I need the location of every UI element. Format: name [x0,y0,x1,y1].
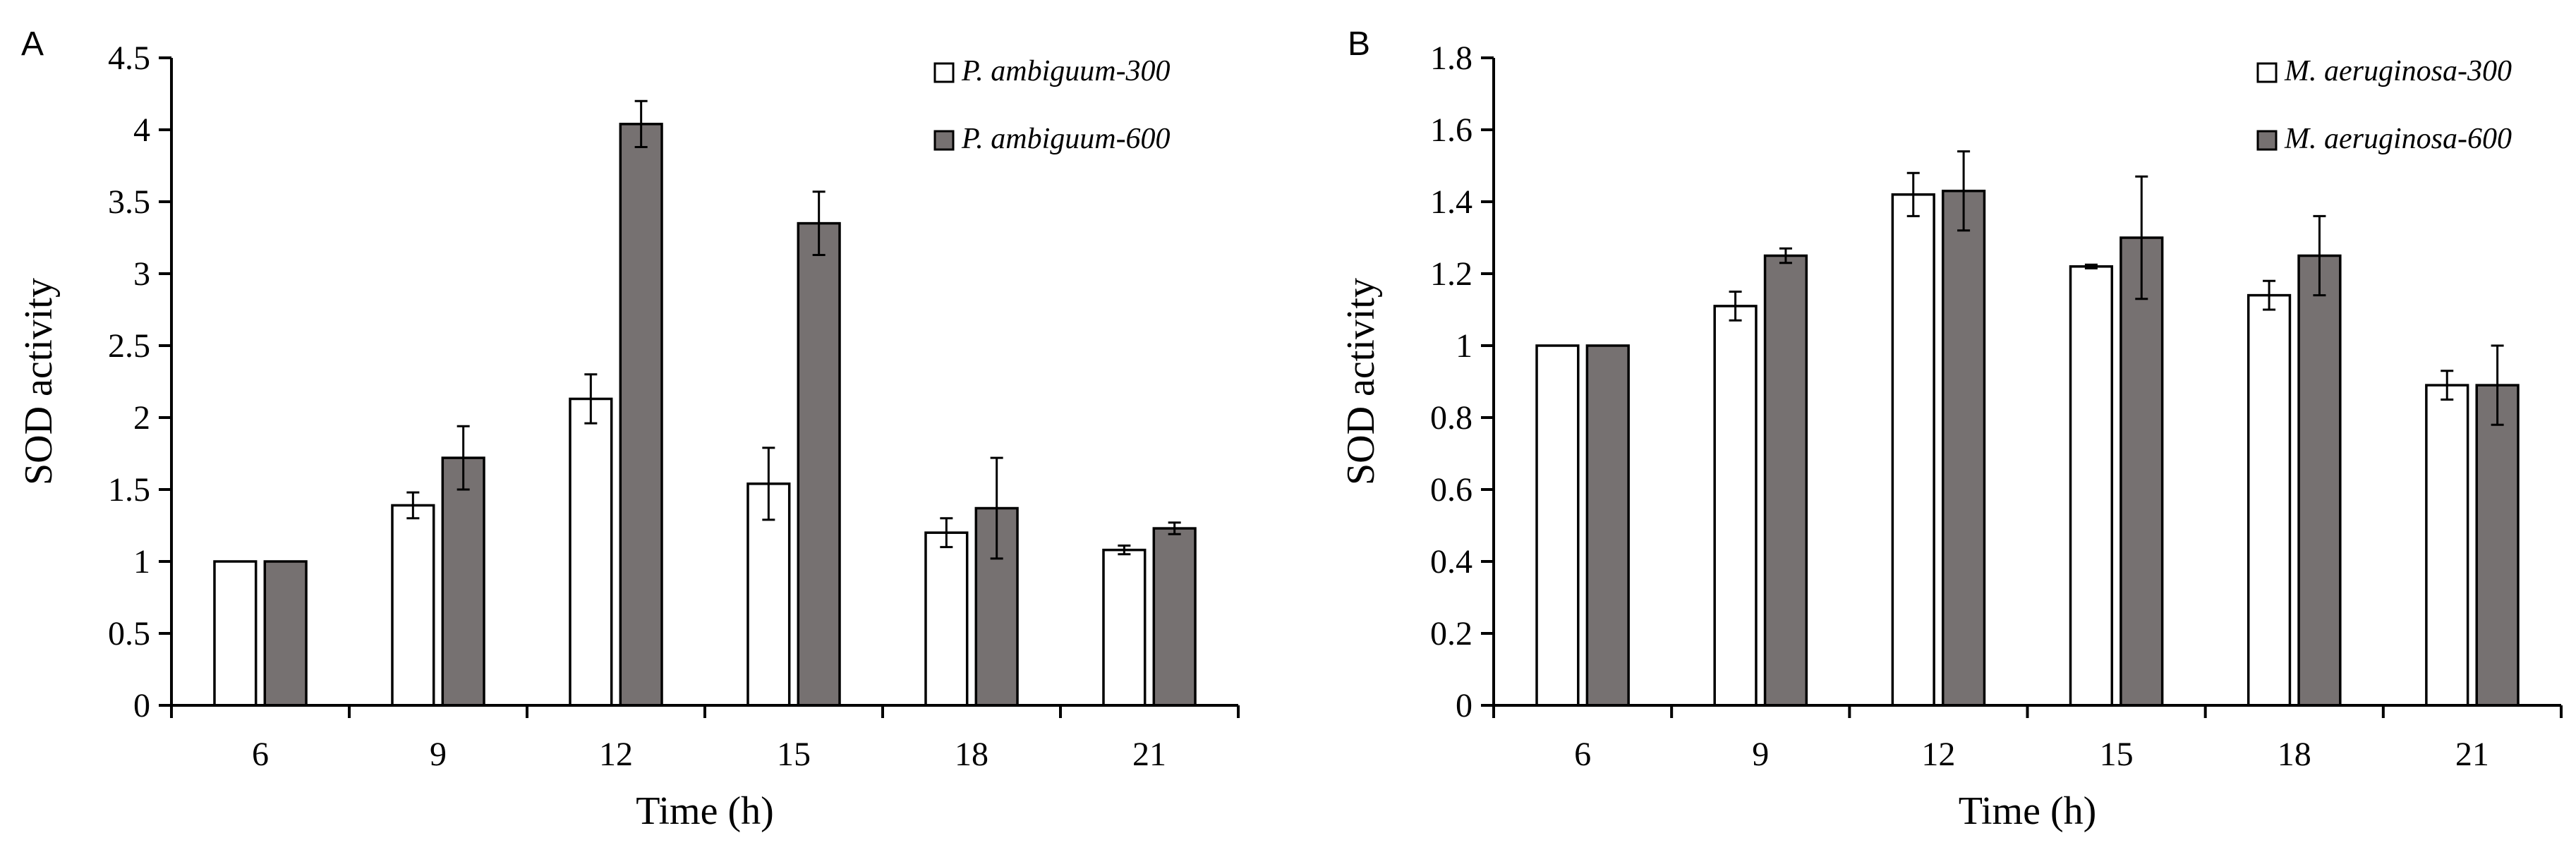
bar-high-21 [1152,527,1197,707]
x-tick-label: 18 [955,736,988,773]
legend-label: P. ambiguum-600 [961,123,1171,155]
x-tick-label: 6 [252,736,269,773]
legend-swatch [2256,62,2278,83]
bar-low-9 [391,504,435,707]
y-tick-label: 0.6 [1430,471,1473,509]
y-tick-label: 1.4 [1430,183,1473,221]
bar-low-6 [213,560,258,707]
x-tick-label: 21 [1132,736,1166,773]
bar-high-12 [1941,189,1986,707]
x-tick-label: 6 [1574,736,1591,773]
x-axis-title: Time (h) [1959,789,2097,833]
y-axis-title: SOD activity [1339,278,1383,485]
y-tick-label: 0.4 [1430,543,1473,580]
y-tick-label: 0.8 [1430,399,1473,437]
y-tick-label: 0 [1456,687,1473,724]
bar-low-9 [1713,305,1758,707]
legend-label: M. aeruginosa-300 [2284,55,2512,87]
y-tick-label: 4 [133,111,150,149]
bar-high-18 [2297,254,2342,707]
y-tick-label: 1.8 [1430,39,1473,77]
bar-low-21 [2425,384,2469,707]
y-tick-label: 3 [133,255,150,293]
x-tick-label: 9 [430,736,447,773]
bar-low-12 [1891,193,1935,707]
bar-low-18 [924,531,969,707]
x-tick-label: 15 [2100,736,2134,773]
x-tick-label: 21 [2455,736,2489,773]
x-tick-label: 12 [1921,736,1955,773]
bar-low-15 [2069,265,2114,707]
legend-swatch [933,130,955,151]
legend-label: M. aeruginosa-600 [2284,123,2512,155]
bar-high-12 [619,123,663,707]
y-tick-label: 1 [1456,327,1473,365]
chart-panel-A: A 0 0.5 1 1.5 2 2.5 3 3.5 4 4.5 6 9 12 15 18 21 Time (h) S… [17,25,1240,833]
y-tick-label: 3.5 [108,183,150,221]
x-axis-title: Time (h) [636,789,774,833]
y-tick-label: 0 [133,687,150,724]
panel-label: B [1348,25,1370,63]
x-tick-label: 9 [1752,736,1769,773]
y-tick-label: 1.5 [108,471,150,509]
chart-panel-B: B 0 0.2 0.4 0.6 0.8 1 1.2 1.4 1.6 1.8 6 9 12 15 18 21 Tim… [1339,25,2563,833]
bar-low-6 [1535,344,1580,707]
bar-low-18 [2247,293,2292,707]
y-tick-label: 4.5 [108,39,150,77]
x-tick-label: 12 [599,736,633,773]
bar-high-6 [1585,344,1630,707]
y-axis-title: SOD activity [17,278,61,485]
bar-high-15 [2120,236,2164,707]
bar-high-6 [263,560,308,707]
y-tick-label: 1.2 [1430,255,1473,293]
y-tick-label: 2.5 [108,327,150,365]
bar-high-15 [797,221,841,707]
y-tick-label: 0.5 [108,615,150,652]
x-tick-label: 15 [777,736,811,773]
bar-high-9 [441,456,485,707]
bar-low-12 [569,397,613,707]
y-tick-label: 1 [133,543,150,580]
legend-swatch [2256,130,2278,151]
y-tick-label: 1.6 [1430,111,1473,149]
panel-label: A [21,25,44,63]
bar-low-21 [1102,548,1147,707]
bar-high-9 [1763,254,1808,707]
x-tick-label: 18 [2278,736,2311,773]
legend-label: P. ambiguum-300 [961,55,1171,87]
y-tick-label: 0.2 [1430,615,1473,652]
bar-high-21 [2475,384,2520,707]
legend-swatch [933,62,955,83]
y-tick-label: 2 [133,399,150,437]
